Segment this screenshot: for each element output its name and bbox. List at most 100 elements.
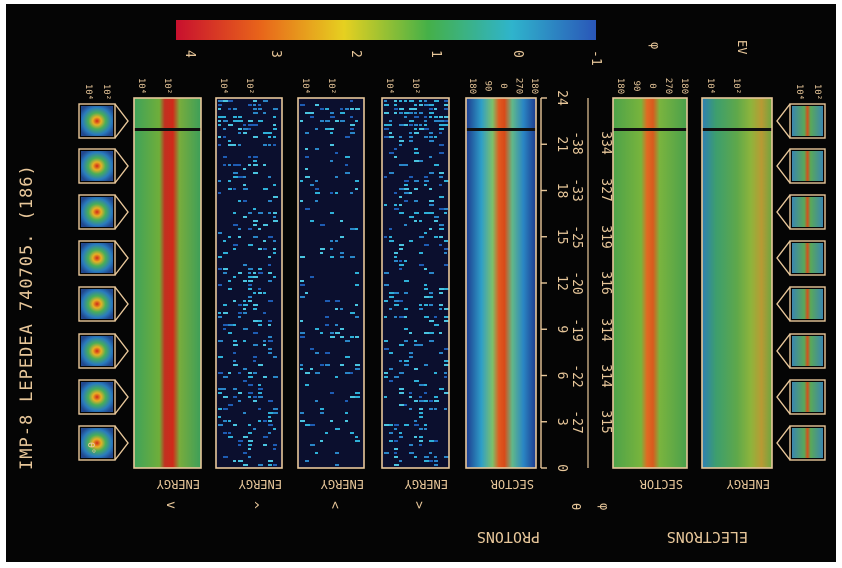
- speckle: [384, 348, 389, 350]
- speckle: [268, 236, 273, 238]
- phi-value: 314: [598, 318, 613, 342]
- speckle: [389, 120, 392, 122]
- speckle: [218, 424, 223, 426]
- speckle: [238, 444, 241, 446]
- speckle: [320, 408, 324, 410]
- speckle: [223, 304, 227, 306]
- speckle: [228, 436, 233, 438]
- speckle: [228, 164, 231, 166]
- speckle: [310, 368, 313, 370]
- speckle: [325, 432, 328, 434]
- thumb-frame: [78, 425, 116, 461]
- speckle: [345, 400, 348, 402]
- hour-tick-label: 24: [554, 90, 569, 106]
- speckle: [350, 228, 355, 230]
- speckle: [273, 252, 276, 254]
- speckle: [325, 364, 330, 366]
- speckle: [233, 172, 238, 174]
- panel-5: [465, 97, 537, 469]
- speckle: [305, 156, 309, 158]
- panel-4: [381, 97, 450, 469]
- speckle: [335, 376, 338, 378]
- speckle: [394, 304, 399, 306]
- speckle: [394, 208, 399, 210]
- panel-label: ENERGY: [320, 477, 364, 491]
- phi-value: 327: [598, 178, 613, 201]
- speckle: [253, 164, 258, 166]
- speckle: [414, 212, 419, 214]
- speckle: [399, 248, 403, 250]
- speckle: [434, 456, 437, 458]
- thumb-frame: [78, 240, 116, 276]
- speckle: [414, 112, 417, 114]
- speckle: [248, 384, 253, 386]
- speckle: [268, 348, 272, 350]
- panel-fill: [134, 98, 201, 468]
- thumb-pointer: [114, 286, 129, 322]
- speckle: [345, 356, 350, 358]
- speckle: [355, 368, 360, 370]
- speckle: [253, 112, 258, 114]
- speckle: [389, 440, 393, 442]
- thumb-frame: [789, 240, 826, 276]
- speckle: [253, 396, 257, 398]
- speckle: [434, 216, 439, 218]
- electron-sector-tick: 180: [679, 78, 689, 94]
- speckle: [424, 284, 427, 286]
- speckle: [394, 100, 397, 102]
- speckle: [414, 124, 418, 126]
- speckle: [248, 284, 252, 286]
- flux-scale-low: 10²: [101, 84, 111, 100]
- speckle: [335, 332, 340, 334]
- panel-mark: ^: [245, 501, 260, 509]
- speckle: [414, 152, 419, 154]
- speckle: [439, 388, 444, 390]
- speckle: [424, 424, 427, 426]
- speckle: [273, 128, 277, 130]
- left-thumbnail: [78, 194, 129, 230]
- speckle: [429, 132, 433, 134]
- speckle: [243, 264, 247, 266]
- speckle: [434, 324, 439, 326]
- speckle: [444, 372, 447, 374]
- speckle: [355, 440, 360, 442]
- speckle: [419, 416, 423, 418]
- speckle: [263, 240, 266, 242]
- speckle: [243, 200, 247, 202]
- speckle: [444, 348, 449, 350]
- panel-label: SECTOR: [639, 477, 683, 491]
- speckle: [429, 212, 434, 214]
- speckle: [253, 320, 258, 322]
- speckle: [253, 136, 258, 138]
- speckle: [248, 212, 252, 214]
- speckle: [384, 424, 389, 426]
- speckle: [273, 116, 276, 118]
- speckle: [424, 460, 429, 462]
- speckle: [218, 416, 221, 418]
- right-thumbnail: [776, 194, 826, 230]
- speckle: [399, 140, 404, 142]
- speckle: [330, 160, 333, 162]
- speckle: [300, 332, 305, 334]
- speckle: [248, 432, 252, 434]
- speckle: [424, 136, 428, 138]
- speckle: [424, 212, 429, 214]
- speckle: [419, 400, 424, 402]
- colorbar-label: 1: [428, 50, 443, 58]
- speckle: [315, 352, 319, 354]
- speckle: [424, 304, 428, 306]
- speckle: [268, 424, 273, 426]
- speckle: [258, 104, 261, 106]
- panel-frame: [381, 97, 450, 469]
- speckle: [248, 276, 253, 278]
- speckle: [444, 320, 449, 322]
- speckle: [429, 136, 433, 138]
- speckle: [243, 124, 246, 126]
- right-thumbnail: [776, 240, 826, 276]
- speckle: [340, 308, 343, 310]
- right-thumbnail: [776, 286, 826, 322]
- speckle: [325, 128, 330, 130]
- speckle: [384, 124, 389, 126]
- speckle: [399, 260, 402, 262]
- speckle: [218, 316, 222, 318]
